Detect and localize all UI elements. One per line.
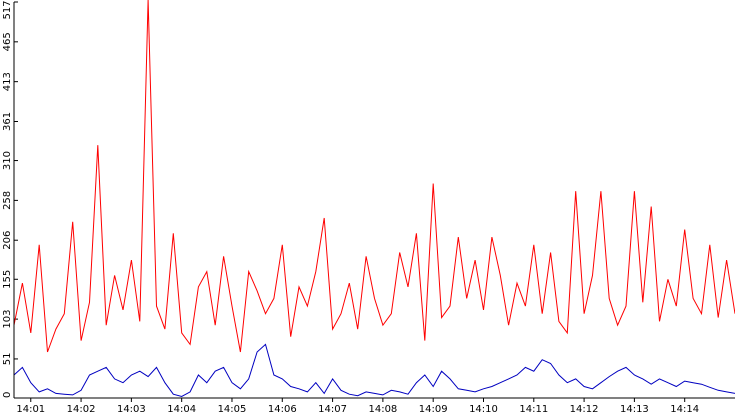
x-tick-label: 14:04 <box>167 404 196 415</box>
x-tick-label: 14:03 <box>117 404 146 415</box>
y-tick-label: 103 <box>2 310 13 329</box>
y-tick-label: 310 <box>2 151 13 170</box>
x-tick-label: 14:14 <box>670 404 699 415</box>
y-tick-label: 465 <box>2 32 13 51</box>
x-tick-label: 14:11 <box>519 404 548 415</box>
x-tick-label: 14:02 <box>67 404 96 415</box>
x-tick-label: 14:07 <box>318 404 347 415</box>
y-tick-label: 258 <box>2 191 13 210</box>
x-tick-label: 14:05 <box>218 404 247 415</box>
x-tick-label: 14:01 <box>16 404 45 415</box>
x-tick-label: 14:09 <box>419 404 448 415</box>
x-tick-label: 14:13 <box>620 404 649 415</box>
y-axis-ticks: 0 51 103 155 206 258 310 361 413 465 517 <box>2 0 18 399</box>
x-tick-label: 14:10 <box>469 404 498 415</box>
y-tick-label: 51 <box>2 353 13 366</box>
series-lines <box>13 0 735 398</box>
x-tick-label: 14:12 <box>570 404 599 415</box>
y-tick-label: 0 <box>2 392 13 398</box>
series-line-2 <box>13 343 735 398</box>
x-tick-label: 14:06 <box>268 404 297 415</box>
y-tick-label: 155 <box>2 270 13 289</box>
x-axis-ticks: 14:01 14:02 14:03 14:04 14:05 14:06 14:07 14:08… <box>16 398 699 415</box>
x-tick-label: 14:08 <box>368 404 397 415</box>
y-tick-label: 517 <box>2 0 13 19</box>
y-tick-label: 206 <box>2 231 13 250</box>
series-line-1 <box>13 0 735 353</box>
y-tick-label: 413 <box>2 72 13 91</box>
y-tick-label: 361 <box>2 112 13 131</box>
